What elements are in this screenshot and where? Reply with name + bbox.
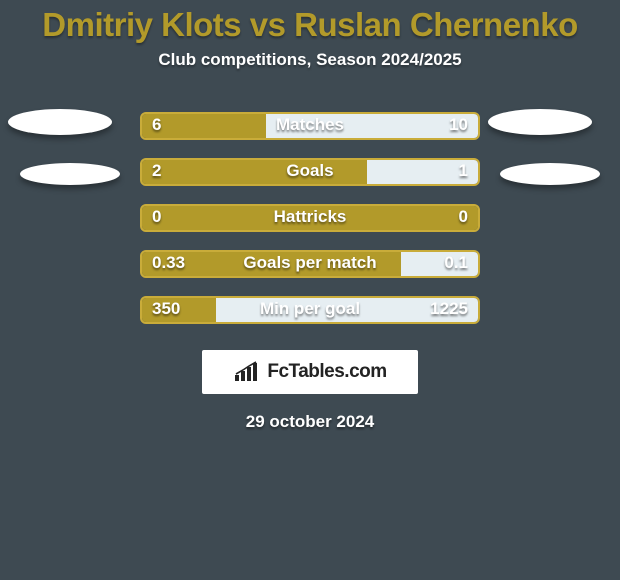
stat-segment-right <box>266 114 478 138</box>
stats-container: 610Matches21Goals00Hattricks0.330.1Goals… <box>0 112 620 342</box>
stat-value-left: 2 <box>152 161 161 181</box>
stat-bar <box>140 204 480 232</box>
stat-row: 0.330.1Goals per match <box>0 250 620 296</box>
bar-chart-icon <box>233 361 263 383</box>
stat-value-left: 0.33 <box>152 253 185 273</box>
stat-value-right: 0.1 <box>444 253 468 273</box>
stat-value-right: 1 <box>459 161 468 181</box>
stat-bar <box>140 158 480 186</box>
page-title: Dmitriy Klots vs Ruslan Chernenko <box>0 0 620 44</box>
stat-segment-left <box>142 160 367 184</box>
stat-value-left: 0 <box>152 207 161 227</box>
stat-row: 00Hattricks <box>0 204 620 250</box>
subtitle: Club competitions, Season 2024/2025 <box>0 50 620 70</box>
stat-value-right: 10 <box>449 115 468 135</box>
player-badge-left <box>20 163 120 185</box>
logo-text: FcTables.com <box>267 361 386 383</box>
stat-value-right: 0 <box>459 207 468 227</box>
stat-row: 3501225Min per goal <box>0 296 620 342</box>
stat-value-left: 6 <box>152 115 161 135</box>
stat-value-left: 350 <box>152 299 180 319</box>
stat-bar <box>140 112 480 140</box>
stat-bar <box>140 296 480 324</box>
stat-segment-left <box>142 206 478 230</box>
date-label: 29 october 2024 <box>0 412 620 432</box>
player-badge-right <box>488 109 592 135</box>
stat-value-right: 1225 <box>430 299 468 319</box>
player-badge-left <box>8 109 112 135</box>
player-badge-right <box>500 163 600 185</box>
stat-bar <box>140 250 480 278</box>
logo-box: FcTables.com <box>202 350 418 394</box>
